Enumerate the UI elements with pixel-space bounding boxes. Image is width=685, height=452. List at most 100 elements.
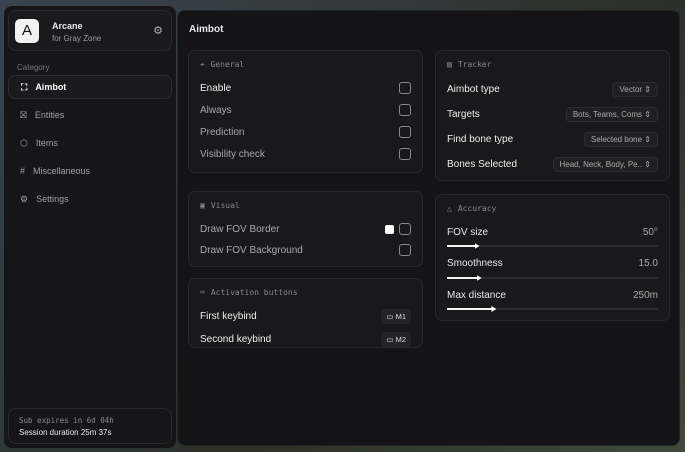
draw-fov-background-checkbox[interactable]	[399, 244, 411, 256]
targets-select[interactable]: Bots, Teams, Coms ⇕	[565, 106, 658, 122]
first-keybind-row: First keybind ▭ M1	[200, 308, 411, 324]
prediction-checkbox[interactable]	[399, 126, 411, 138]
always-row[interactable]: Always	[200, 102, 411, 118]
row-label: Visibility check	[200, 148, 265, 160]
sidebar-item-label: Miscellaneous	[33, 166, 91, 176]
row-label: Second keybind	[200, 333, 272, 345]
key-label: M2	[395, 334, 406, 344]
session-duration: Session duration 25m 37s	[19, 428, 112, 437]
settings-gear-icon[interactable]: ⚙	[153, 25, 163, 37]
category-label: Category	[17, 63, 50, 72]
aimbot-type-select[interactable]: Vector ⇕	[612, 81, 658, 97]
slider-value: 50°	[642, 227, 658, 238]
sidebar-item-aimbot[interactable]: ⛶ Aimbot	[8, 75, 172, 99]
slider-label: FOV size	[447, 227, 489, 238]
visual-card: ▣ Visual Draw FOV Border Draw FOV Backgro…	[188, 191, 423, 267]
sidebar: A Arcane for Gray Zone ⚙ Category ⛶ Aimbo…	[4, 6, 176, 448]
slider-fill	[447, 245, 477, 247]
max-distance-label-row: Max distance 250m	[447, 290, 658, 301]
prediction-row[interactable]: Prediction	[200, 124, 411, 140]
activation-card: ⌨ Activation buttons First keybind ▭ M1 Se…	[188, 278, 423, 348]
sub-expiry: Sub expires in 6d 04h	[19, 416, 114, 425]
page-title: Aimbot	[189, 24, 224, 35]
row-label: Draw FOV Border	[200, 223, 280, 235]
targets-row: Targets Bots, Teams, Coms ⇕	[447, 106, 658, 122]
smoothness-label-row: Smoothness 15.0	[447, 258, 658, 269]
draw-fov-border-checkbox[interactable]	[399, 223, 411, 235]
main-panel: Aimbot ⌖ General Enable Always Prediction…	[177, 10, 680, 446]
accuracy-card: △ Accuracy FOV size 50° Smoothness 15.0 Max…	[435, 194, 670, 321]
brand-name: Arcane	[52, 21, 83, 31]
max-distance-slider[interactable]	[447, 308, 658, 310]
draw-fov-border-row[interactable]: Draw FOV Border	[200, 221, 411, 237]
card-title: Accuracy	[457, 204, 497, 213]
card-title: Activation buttons	[210, 288, 298, 297]
fov-size-slider[interactable]	[447, 245, 658, 247]
row-label: First keybind	[200, 310, 257, 322]
subscription-info: Sub expires in 6d 04h Session duration 2…	[8, 408, 172, 444]
general-card: ⌖ General Enable Always Prediction Visibi…	[188, 50, 423, 173]
row-label: Bones Selected	[447, 158, 518, 170]
visibility-check-checkbox[interactable]	[399, 148, 411, 160]
slider-value: 250m	[632, 290, 658, 301]
sidebar-item-label: Aimbot	[35, 82, 67, 92]
entity-icon: ⛝	[20, 109, 27, 120]
smoothness-slider[interactable]	[447, 277, 658, 279]
hash-icon: #	[20, 166, 26, 176]
second-keybind-row: Second keybind ▭ M2	[200, 331, 411, 347]
enable-row[interactable]: Enable	[200, 80, 411, 96]
aimbot-type-row: Aimbot type Vector ⇕	[447, 81, 658, 97]
select-value: Head, Neck, Body, Pe..	[559, 159, 643, 169]
chart-icon: ▨	[447, 60, 452, 69]
keyboard-icon: ⌨	[200, 288, 205, 297]
bones-selected-select[interactable]: Head, Neck, Body, Pe.. ⇕	[552, 156, 658, 172]
slider-label: Smoothness	[447, 258, 503, 269]
second-keybind-button[interactable]: ▭ M2	[381, 331, 411, 347]
find-bone-type-row: Find bone type Selected bone ⇕	[447, 131, 658, 147]
row-label: Always	[200, 104, 232, 116]
slider-label: Max distance	[447, 290, 506, 301]
select-value: Vector	[619, 84, 643, 94]
slider-value: 15.0	[638, 258, 658, 269]
card-title: Tracker	[457, 60, 492, 69]
sidebar-item-entities[interactable]: ⛝ Entities	[8, 103, 172, 127]
crosshair-icon: ⛶	[21, 81, 28, 92]
logo: A	[15, 19, 39, 43]
slider-fill	[447, 308, 494, 310]
box-icon: ⬡	[20, 137, 28, 148]
row-label: Find bone type	[447, 133, 514, 145]
sidebar-item-label: Items	[35, 138, 58, 148]
key-label: M1	[395, 311, 406, 321]
first-keybind-button[interactable]: ▭ M1	[381, 308, 411, 324]
draw-fov-background-row[interactable]: Draw FOV Background	[200, 242, 411, 258]
bones-selected-row: Bones Selected Head, Neck, Body, Pe.. ⇕	[447, 156, 658, 172]
slider-fill	[447, 277, 479, 279]
find-bone-type-select[interactable]: Selected bone ⇕	[583, 131, 658, 147]
sidebar-item-items[interactable]: ⬡ Items	[8, 131, 172, 155]
enable-checkbox[interactable]	[399, 82, 411, 94]
warning-icon: △	[447, 204, 452, 213]
card-title: General	[210, 60, 245, 69]
visibility-check-row[interactable]: Visibility check	[200, 146, 411, 162]
tracker-card: ▨ Tracker Aimbot type Vector ⇕ Targets Bots…	[435, 50, 670, 181]
row-label: Targets	[447, 108, 480, 120]
card-title: Visual	[210, 201, 240, 210]
select-value: Bots, Teams, Coms	[572, 109, 643, 119]
sidebar-item-miscellaneous[interactable]: # Miscellaneous	[8, 159, 172, 183]
sidebar-item-settings[interactable]: ⚙ Settings	[8, 187, 172, 211]
visual-icon: ▣	[200, 201, 205, 210]
color-picker[interactable]	[385, 224, 394, 234]
row-label: Enable	[200, 82, 232, 94]
sidebar-item-label: Settings	[36, 194, 69, 204]
brand-subtitle: for Gray Zone	[52, 34, 102, 43]
row-label: Prediction	[200, 126, 245, 138]
crosshair-icon: ⌖	[200, 60, 205, 69]
select-value: Selected bone	[590, 134, 643, 144]
row-label: Aimbot type	[447, 83, 500, 95]
sidebar-item-label: Entities	[34, 110, 65, 120]
fov-size-label-row: FOV size 50°	[447, 227, 658, 238]
gear-icon: ⚙	[20, 193, 29, 204]
always-checkbox[interactable]	[399, 104, 411, 116]
row-label: Draw FOV Background	[200, 244, 303, 256]
brand-card: A Arcane for Gray Zone ⚙	[8, 10, 172, 51]
